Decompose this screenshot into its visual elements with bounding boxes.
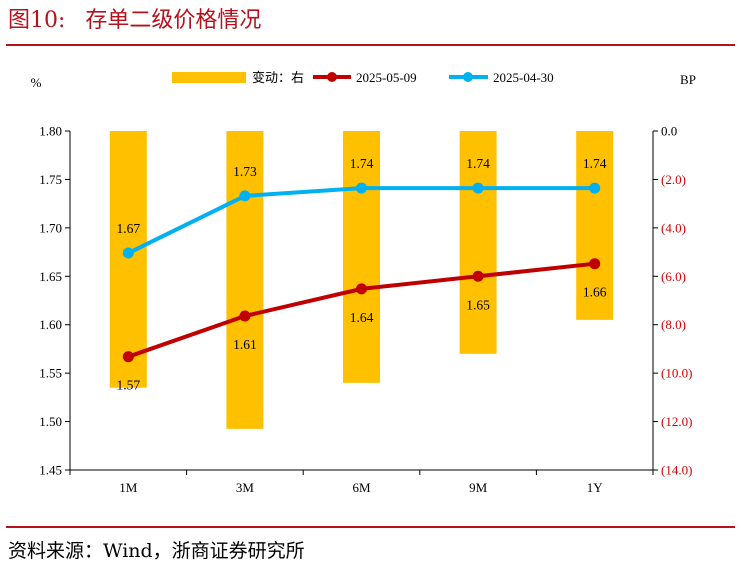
right-tick-label: (10.0) — [661, 366, 692, 381]
x-tick-label: 3M — [236, 480, 255, 495]
series-1-point-1Y — [589, 258, 601, 270]
lines-layer — [122, 182, 601, 363]
legend-marker-1 — [327, 72, 337, 82]
right-tick-label: (14.0) — [661, 463, 692, 478]
right-tick-label: (8.0) — [661, 317, 686, 332]
left-tick-label: 1.65 — [39, 269, 62, 284]
legend-label-2: 2025-04-30 — [493, 70, 554, 85]
legend: 变动：右 2025-05-09 2025-04-30 — [172, 70, 554, 85]
data-label-red-1Y: 1.66 — [583, 285, 607, 300]
source-note: 资料来源：Wind，浙商证券研究所 — [8, 540, 305, 562]
left-tick-label: 1.60 — [39, 317, 62, 332]
legend-marker-2 — [463, 72, 473, 82]
axes-layer: 1.45 1.50 1.55 1.60 1.65 1.70 1.75 1.80 0.0 (2.0)… — [39, 124, 692, 496]
right-tick-label: 0.0 — [661, 124, 677, 139]
x-tick-label: 1M — [119, 480, 138, 495]
right-tick-label: (2.0) — [661, 172, 686, 187]
bars-layer — [109, 131, 614, 429]
data-label-red-6M: 1.64 — [350, 310, 374, 325]
bar-1Y — [576, 131, 614, 320]
left-tick-label: 1.50 — [39, 414, 62, 429]
chart-title: 图10: 存单二级价格情况 — [8, 4, 261, 38]
x-tick-label: 9M — [469, 480, 488, 495]
bar-3M — [226, 131, 264, 429]
left-tick-label: 1.55 — [39, 366, 62, 381]
data-label-red-1M: 1.57 — [116, 378, 140, 393]
series-1-point-1M — [122, 351, 134, 363]
data-label-blue-9M: 1.74 — [466, 156, 490, 171]
series-1-point-6M — [356, 283, 367, 295]
data-label-blue-1Y: 1.74 — [583, 156, 607, 171]
left-tick-label: 1.70 — [39, 220, 62, 235]
series-2-point-1Y — [589, 182, 601, 194]
right-tick-label: (6.0) — [661, 269, 686, 284]
data-label-blue-3M: 1.73 — [233, 164, 257, 179]
legend-label-bars: 变动：右 — [252, 70, 304, 85]
right-axis-unit: BP — [680, 72, 696, 87]
x-tick-label: 1Y — [587, 480, 604, 495]
figure-label: 图10: — [8, 8, 66, 33]
series-2-point-3M — [239, 190, 251, 202]
series-1-point-9M — [472, 270, 484, 282]
left-axis-unit: % — [31, 75, 42, 90]
data-label-red-3M: 1.61 — [233, 337, 257, 352]
series-2-point-1M — [122, 247, 134, 259]
source-rule — [6, 526, 735, 528]
title-text: 存单二级价格情况 — [85, 8, 262, 33]
bar-6M — [343, 131, 380, 383]
series-2-point-6M — [356, 182, 367, 194]
series-1-point-3M — [239, 310, 251, 322]
right-tick-label: (12.0) — [661, 414, 692, 429]
bar-9M — [459, 131, 497, 354]
data-labels-layer: 1.57 1.61 1.64 1.65 1.66 1.67 1.73 1.74 1.74 1.74 — [116, 156, 606, 393]
right-tick-label: (4.0) — [661, 220, 686, 235]
left-tick-label: 1.45 — [39, 463, 62, 478]
data-label-blue-1M: 1.67 — [116, 221, 140, 236]
title-rule — [6, 44, 735, 46]
data-label-red-9M: 1.65 — [466, 297, 490, 312]
legend-swatch-bars — [172, 72, 246, 83]
legend-label-1: 2025-05-09 — [356, 70, 417, 85]
left-tick-label: 1.75 — [39, 172, 62, 187]
data-label-blue-6M: 1.74 — [350, 156, 374, 171]
left-tick-label: 1.80 — [39, 124, 62, 139]
chart: 变动：右 2025-05-09 2025-04-30 % BP 1.45 1.50… — [31, 70, 696, 496]
bar-1M — [109, 131, 147, 388]
series-2-point-9M — [472, 182, 484, 194]
x-tick-label: 6M — [352, 480, 371, 495]
